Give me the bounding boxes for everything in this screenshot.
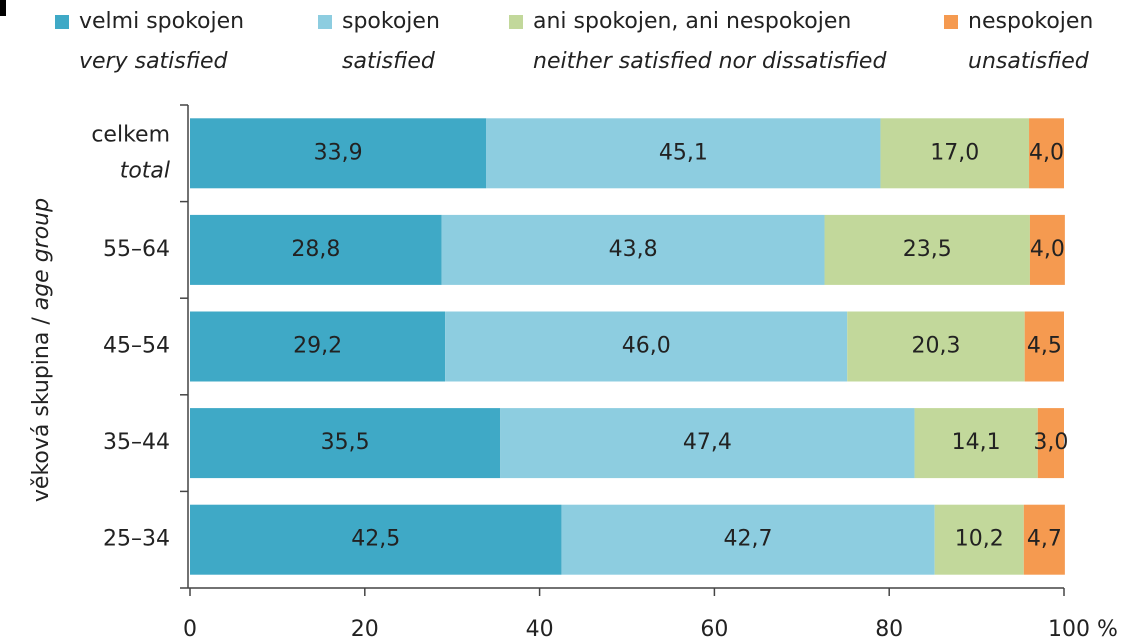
- x-tick-label: 60: [700, 617, 728, 642]
- legend-label: spokojen: [342, 9, 440, 34]
- y-tick-label: celkem: [91, 122, 170, 147]
- legend-swatch: [318, 15, 332, 29]
- legend-swatch: [55, 15, 69, 29]
- value-label: 42,7: [724, 527, 773, 552]
- x-tick-label: 40: [526, 617, 554, 642]
- bar-segment: [561, 504, 935, 575]
- x-tick-label: 0: [183, 617, 197, 642]
- bar-segment: [190, 504, 562, 575]
- legend-label-en: very satisfied: [79, 49, 229, 74]
- x-tick-label: 100 %: [1048, 617, 1118, 642]
- value-label: 23,5: [903, 237, 952, 262]
- legend-label: nespokojen: [968, 9, 1093, 34]
- bar-segment: [190, 408, 501, 479]
- legend-label-en: neither satisfied nor dissatisfied: [533, 49, 887, 74]
- legend-label: ani spokojen, ani nespokojen: [533, 9, 851, 34]
- y-tick-label: 35–44: [103, 430, 170, 455]
- value-label: 28,8: [291, 237, 340, 262]
- bar-segment: [445, 311, 848, 382]
- value-label: 45,1: [659, 140, 708, 165]
- bar-segment: [1037, 408, 1064, 479]
- bar-segment: [190, 118, 487, 189]
- value-label: 4,5: [1027, 334, 1062, 359]
- bar-segment: [934, 504, 1024, 575]
- y-tick-label-en: total: [120, 158, 170, 183]
- bar-segment: [1023, 504, 1065, 575]
- bar-segment: [1029, 214, 1065, 285]
- bar-segment: [190, 311, 446, 382]
- legend-label-en: satisfied: [342, 49, 436, 74]
- bar-segment: [847, 311, 1025, 382]
- y-tick-label: 45–54: [103, 334, 170, 359]
- y-axis-label: věková skupina / age group: [29, 198, 54, 502]
- legend-swatch: [944, 15, 958, 29]
- value-label: 43,8: [609, 237, 658, 262]
- value-label: 42,5: [351, 527, 400, 552]
- x-tick-label: 20: [351, 617, 379, 642]
- value-label: 3,0: [1033, 430, 1068, 455]
- y-axis-label-en: age group: [29, 198, 54, 310]
- value-label: 4,0: [1030, 237, 1065, 262]
- bar-segment: [880, 118, 1030, 189]
- value-label: 14,1: [952, 430, 1001, 455]
- y-tick-label: 25–34: [103, 527, 170, 552]
- x-tick-label: 80: [875, 617, 903, 642]
- y-tick-label: 55–64: [103, 237, 170, 262]
- value-label: 33,9: [314, 140, 363, 165]
- bar-segment: [500, 408, 915, 479]
- value-label: 4,7: [1027, 527, 1062, 552]
- value-label: 47,4: [683, 430, 732, 455]
- legend-label: velmi spokojen: [79, 9, 244, 34]
- bar-segment: [824, 214, 1030, 285]
- value-label: 35,5: [321, 430, 370, 455]
- corner-mark: [0, 0, 6, 16]
- legend-swatch: [509, 15, 523, 29]
- value-label: 17,0: [930, 140, 979, 165]
- bar-segment: [486, 118, 881, 189]
- value-label: 4,0: [1029, 140, 1064, 165]
- legend-label-en: unsatisfied: [968, 49, 1090, 74]
- bar-segment: [190, 214, 442, 285]
- value-label: 29,2: [293, 334, 342, 359]
- value-label: 20,3: [911, 334, 960, 359]
- value-label: 46,0: [622, 334, 671, 359]
- bar-segment: [441, 214, 825, 285]
- value-label: 10,2: [955, 527, 1004, 552]
- bar-segment: [1029, 118, 1064, 189]
- bar-segment: [914, 408, 1038, 479]
- y-axis-label-cs: věková skupina /: [29, 317, 54, 502]
- bar-segment: [1024, 311, 1064, 382]
